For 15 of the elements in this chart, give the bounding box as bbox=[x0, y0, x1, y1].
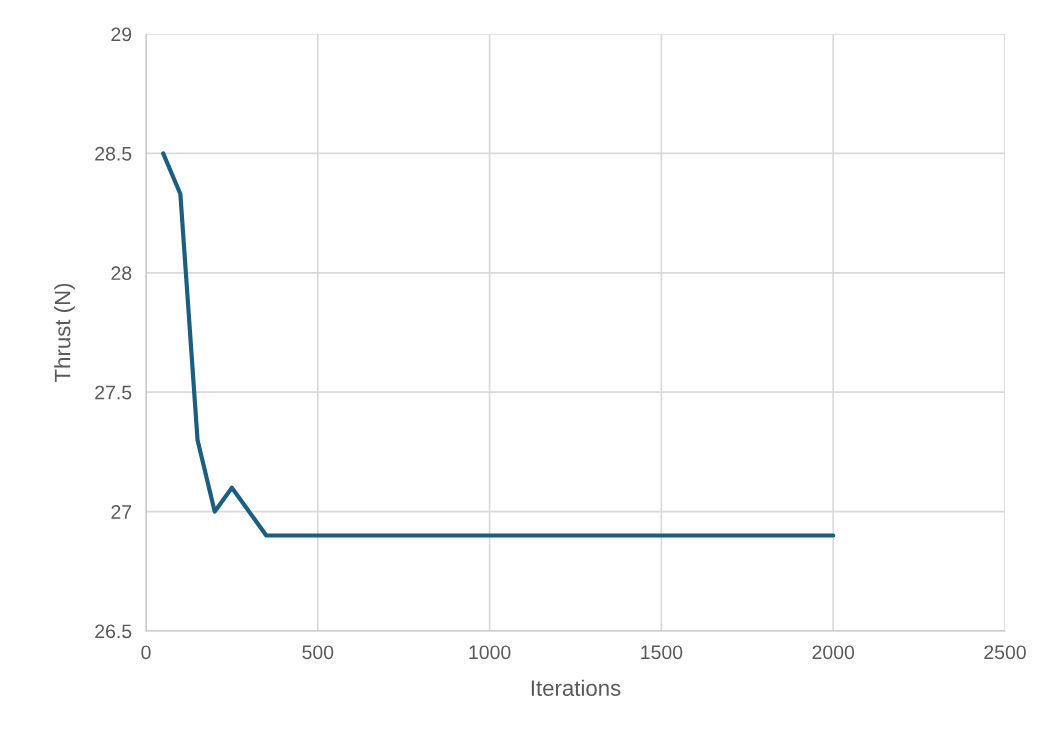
y-tick-label: 28 bbox=[111, 266, 132, 281]
x-tick-label: 2500 bbox=[984, 645, 1026, 660]
y-tick-label: 27 bbox=[111, 505, 132, 519]
y-tick-label: 29 bbox=[111, 27, 132, 42]
y-tick-label: 27.5 bbox=[95, 385, 132, 400]
y-tick-label: 26.5 bbox=[95, 624, 132, 639]
y-axis-title: Thrust (N) bbox=[54, 283, 75, 382]
y-tick-label: 28.5 bbox=[95, 146, 132, 161]
x-tick-label: 500 bbox=[302, 645, 334, 660]
x-tick-label: 1000 bbox=[469, 645, 511, 660]
x-tick-label: 2000 bbox=[812, 645, 855, 660]
x-tick-label: 1500 bbox=[641, 645, 683, 660]
line-series bbox=[161, 151, 836, 538]
x-axis-title: Iterations bbox=[531, 679, 621, 696]
x-tick-label: 0 bbox=[141, 645, 151, 660]
